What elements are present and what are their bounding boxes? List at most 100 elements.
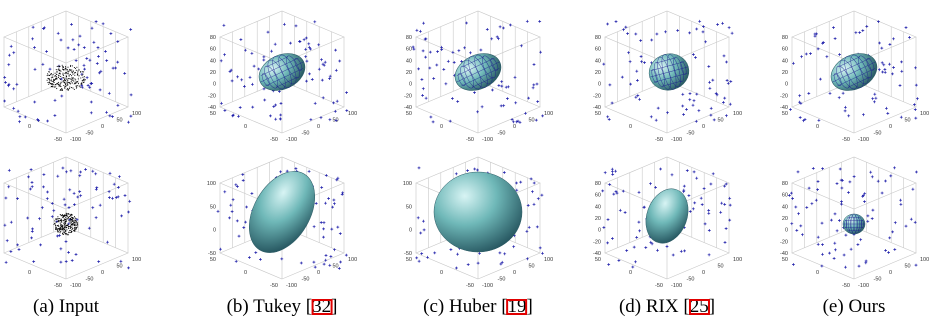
inlier-point xyxy=(55,69,57,71)
inlier-point xyxy=(59,226,62,229)
inlier-point xyxy=(58,85,60,87)
z-tick-label: 100 xyxy=(207,181,216,187)
z-tick-label: -40 xyxy=(593,105,601,111)
citation-link-rix[interactable]: 25 xyxy=(688,296,710,318)
inlier-point xyxy=(74,217,76,219)
data-point xyxy=(833,37,837,40)
inlier-point xyxy=(68,82,71,84)
z-tick-label: -40 xyxy=(593,251,601,257)
data-point xyxy=(229,203,233,207)
data-point xyxy=(7,168,11,172)
data-point xyxy=(69,169,73,173)
inlier-point xyxy=(57,82,59,84)
mesh-parallel xyxy=(266,56,289,68)
inlier-point xyxy=(65,212,67,214)
inlier-point xyxy=(64,230,66,232)
data-point xyxy=(498,25,502,29)
inlier-point xyxy=(51,82,53,85)
data-point xyxy=(491,88,494,92)
data-point xyxy=(313,265,317,269)
data-point xyxy=(72,191,76,195)
data-point xyxy=(821,243,824,246)
inlier-point xyxy=(80,70,82,73)
data-point xyxy=(16,243,19,247)
z-tick-label: -20 xyxy=(208,93,216,99)
inlier-point xyxy=(64,72,67,74)
plot-panels: 806040200-20-40500-50100500-50-100806040… xyxy=(3,10,929,289)
inlier-point xyxy=(60,82,62,84)
z-tick-label: -20 xyxy=(780,93,788,99)
inlier-point xyxy=(74,225,76,227)
data-point xyxy=(695,92,699,96)
inlier-point xyxy=(62,231,64,233)
data-point xyxy=(843,109,847,113)
data-point xyxy=(324,258,328,262)
data-point xyxy=(17,248,21,251)
mesh-parallel xyxy=(832,61,876,83)
inlier-point xyxy=(72,87,74,89)
inlier-point xyxy=(65,75,67,77)
inlier-point xyxy=(77,82,79,84)
data-point xyxy=(820,221,824,225)
inlier-point xyxy=(59,222,61,224)
inlier-point xyxy=(58,83,60,85)
data-point xyxy=(52,209,56,213)
data-point xyxy=(32,260,36,263)
data-point xyxy=(502,26,505,30)
data-point xyxy=(497,84,501,87)
data-point xyxy=(728,203,732,207)
fitted-ellipsoid xyxy=(842,213,866,235)
data-point xyxy=(711,78,715,82)
data-point xyxy=(711,172,715,176)
inlier-point xyxy=(53,86,55,88)
inlier-point xyxy=(74,82,76,85)
data-point xyxy=(39,243,42,247)
data-point xyxy=(541,251,544,255)
citation-link-huber[interactable]: 19 xyxy=(506,296,528,318)
data-point xyxy=(269,114,272,118)
data-point xyxy=(707,65,711,68)
inlier-point xyxy=(46,79,48,81)
inlier-point xyxy=(46,75,48,77)
data-point xyxy=(539,50,542,54)
ellipsoid-surface xyxy=(249,171,315,253)
inlier-point xyxy=(51,84,54,86)
x-tick-label: -50 xyxy=(687,131,695,137)
data-point xyxy=(610,101,614,105)
fitted-ellipsoid xyxy=(249,171,315,253)
mesh-parallel xyxy=(653,73,688,83)
inlier-point xyxy=(52,73,54,76)
x-tick-label: 100 xyxy=(544,111,553,117)
ellipsoid-mesh xyxy=(649,54,689,90)
data-point xyxy=(424,55,427,59)
inlier-point xyxy=(58,74,60,76)
data-point xyxy=(714,92,718,95)
data-point xyxy=(77,43,81,47)
inlier-point xyxy=(76,86,78,88)
inlier-point xyxy=(67,223,69,225)
data-point xyxy=(708,80,711,84)
inlier-point xyxy=(66,68,68,71)
data-point xyxy=(59,247,63,251)
data-point xyxy=(232,113,235,117)
data-point xyxy=(865,25,869,28)
z-tick-label: 60 xyxy=(210,47,216,53)
data-point xyxy=(278,117,282,121)
mesh-parallel xyxy=(656,57,676,64)
inlier-point xyxy=(58,72,60,74)
data-point xyxy=(304,47,308,51)
inlier-point xyxy=(61,89,63,92)
data-point xyxy=(531,190,534,194)
citation-link-tukey[interactable]: 32 xyxy=(311,296,333,318)
data-point xyxy=(66,46,70,50)
inlier-point xyxy=(68,216,70,218)
inlier-point xyxy=(57,221,59,223)
data-point xyxy=(899,202,903,206)
data-point xyxy=(479,48,483,52)
data-point xyxy=(307,45,311,49)
data-point xyxy=(216,209,220,213)
data-point xyxy=(708,86,712,90)
data-point xyxy=(811,167,815,170)
